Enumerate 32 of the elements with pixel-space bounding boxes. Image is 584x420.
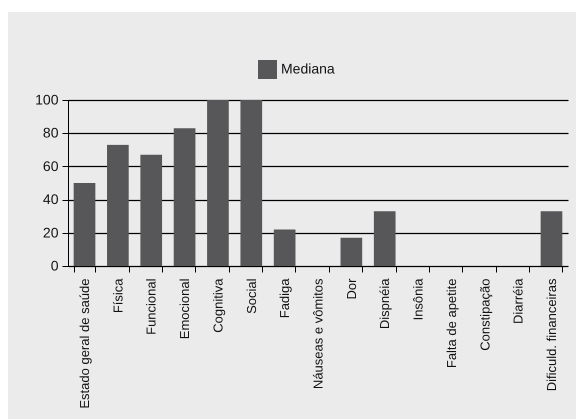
x-tick-label: Dispnéia: [377, 278, 392, 330]
bar: [240, 100, 262, 266]
bar: [107, 144, 129, 266]
bar: [340, 238, 362, 266]
x-tick-label: Cognitiva: [210, 278, 226, 333]
x-tick-label: Insônia: [410, 278, 426, 320]
x-tick-label: Náuseas e vômitos: [310, 278, 326, 390]
y-tick-label: 100: [35, 92, 59, 108]
bar: [540, 211, 562, 266]
bar: [374, 211, 396, 266]
y-tick-label: 0: [50, 258, 59, 274]
x-tick-label: Física: [110, 278, 126, 314]
x-tick-label: Fadiga: [277, 278, 292, 318]
x-tick-label: Funcional: [144, 278, 159, 335]
y-tick-label: 40: [42, 191, 59, 208]
bar: [74, 183, 96, 266]
x-tick-label: Falta de apetite: [444, 278, 459, 368]
bar: [207, 100, 229, 266]
bar: [274, 229, 296, 266]
x-tick-label: Social: [244, 278, 259, 314]
x-tick-label: Dificuld. financeiras: [544, 278, 559, 392]
legend-label: Mediana: [281, 60, 335, 76]
bar: [140, 154, 162, 266]
bar: [174, 128, 196, 266]
x-tick-label: Constipação: [477, 278, 492, 351]
x-tick-label: Dor: [344, 278, 359, 300]
y-tick-label: 20: [42, 224, 59, 240]
x-tick-label: Estado geral de saúde: [77, 278, 92, 409]
x-tick-label: Diarréia: [510, 278, 526, 324]
y-tick-label: 80: [42, 124, 59, 141]
y-tick-label: 60: [42, 158, 59, 174]
x-tick-label: Emocional: [177, 278, 192, 340]
